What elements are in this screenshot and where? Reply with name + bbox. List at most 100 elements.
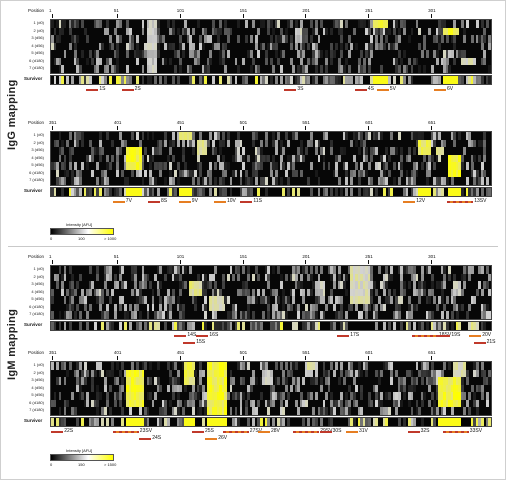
heatmap-cell — [410, 27, 414, 35]
heatmap-cell — [136, 162, 140, 170]
survivor-cell — [116, 187, 120, 196]
survivor-cell — [473, 75, 477, 84]
heatmap-cell — [146, 50, 150, 58]
survivor-cell — [292, 321, 296, 330]
survivor-cell — [382, 321, 386, 330]
heatmap-cell — [239, 169, 243, 177]
heatmap-cell — [458, 132, 462, 140]
heatmap-cell — [413, 177, 416, 185]
heatmap-cell — [176, 273, 180, 281]
heatmap-cell — [372, 384, 376, 392]
survivor-cell — [312, 75, 316, 84]
heatmap-cell — [216, 384, 220, 392]
heatmap-cell — [299, 50, 303, 58]
heatmap-cell — [337, 266, 341, 274]
heatmap-cell — [315, 369, 318, 377]
heatmap-cell — [299, 139, 303, 147]
heatmap-cell — [382, 288, 386, 296]
survivor-cell — [214, 187, 218, 196]
heatmap-cell — [332, 399, 336, 407]
survivor-cell — [242, 187, 245, 196]
survivor-cell — [164, 321, 168, 330]
heatmap-cell — [247, 311, 251, 319]
heatmap-cell — [106, 273, 110, 281]
heatmap-cell — [410, 177, 414, 185]
heatmap-cell — [269, 377, 273, 385]
heatmap-cell — [405, 369, 409, 377]
heatmap-cell — [159, 35, 163, 43]
heatmap-cell — [460, 162, 464, 170]
heatmap-cell — [164, 139, 168, 147]
heatmap-cell — [136, 392, 140, 400]
heatmap-cell — [408, 384, 411, 392]
heatmap-cell — [68, 42, 72, 50]
heatmap-cell — [315, 296, 318, 304]
heatmap-cell — [206, 65, 210, 73]
survivor-cell — [181, 187, 185, 196]
heatmap-cell — [387, 154, 391, 162]
heatmap-cell — [395, 369, 399, 377]
heatmap-cell — [144, 50, 147, 58]
heatmap-cell — [367, 266, 371, 274]
peptide-label: 15S — [196, 338, 206, 345]
heatmap-cell — [239, 139, 243, 147]
survivor-cell — [121, 75, 125, 84]
survivor-cell — [186, 417, 190, 426]
heatmap-cell — [282, 377, 286, 385]
serum-row-label: 6 (d180) — [29, 399, 44, 405]
heatmap-cell — [322, 132, 326, 140]
heatmap-cell — [159, 281, 163, 289]
heatmap-cell — [73, 132, 77, 140]
heatmap-cell — [468, 407, 472, 415]
position-label: Position — [28, 254, 45, 259]
heatmap-cell — [325, 65, 328, 73]
heatmap-cell — [322, 154, 326, 162]
heatmap-cell — [209, 162, 213, 170]
heatmap-cell — [86, 35, 90, 43]
igg-panel-positions-351-700: Position 351 401 451 501 551 601 651 1 (d0) 2 (d0… — [0, 120, 506, 220]
heatmap-cell — [438, 392, 442, 400]
heatmap-cell — [480, 42, 484, 50]
heatmap-cell — [201, 177, 205, 185]
heatmap-cell — [252, 288, 256, 296]
survivor-label: Survivor — [24, 187, 43, 193]
heatmap-cell — [433, 177, 437, 185]
heatmap-cell — [166, 288, 170, 296]
heatmap-cell — [397, 377, 401, 385]
heatmap-cell — [139, 392, 142, 400]
heatmap-cell — [196, 177, 200, 185]
peptide-label: 12V — [416, 197, 426, 204]
heatmap-cell — [156, 139, 160, 147]
heatmap-cell — [385, 266, 389, 274]
survivor-cell — [357, 187, 361, 196]
heatmap-cell — [405, 154, 409, 162]
heatmap-cell — [113, 281, 117, 289]
survivor-label: Survivor — [24, 417, 43, 423]
heatmap-cell — [480, 162, 484, 170]
survivor-cell — [438, 417, 442, 426]
serum-row-label: 1 (d0) — [33, 266, 44, 271]
heatmap-cell — [131, 147, 135, 155]
heatmap-cell — [209, 273, 213, 281]
heatmap-cell — [91, 147, 95, 155]
heatmap-cell — [211, 377, 215, 385]
heatmap-cell — [307, 362, 311, 370]
heatmap-cell — [355, 132, 359, 140]
heatmap-cell — [309, 162, 313, 170]
heatmap-cell — [315, 266, 318, 274]
heatmap-cell — [141, 296, 145, 304]
heatmap-cell — [103, 384, 107, 392]
heatmap-cell — [58, 311, 62, 319]
heatmap-cell — [123, 154, 127, 162]
heatmap-cell — [395, 42, 399, 50]
heatmap-cell — [342, 281, 346, 289]
heatmap-cell — [458, 377, 462, 385]
heatmap-cell — [139, 169, 142, 177]
heatmap-cell — [78, 273, 82, 281]
heatmap-cell — [450, 162, 454, 170]
heatmap-cell — [294, 266, 298, 274]
heatmap-cell — [159, 162, 163, 170]
heatmap-cell — [352, 132, 356, 140]
heatmap-cell — [443, 273, 447, 281]
heatmap-cell — [237, 147, 240, 155]
